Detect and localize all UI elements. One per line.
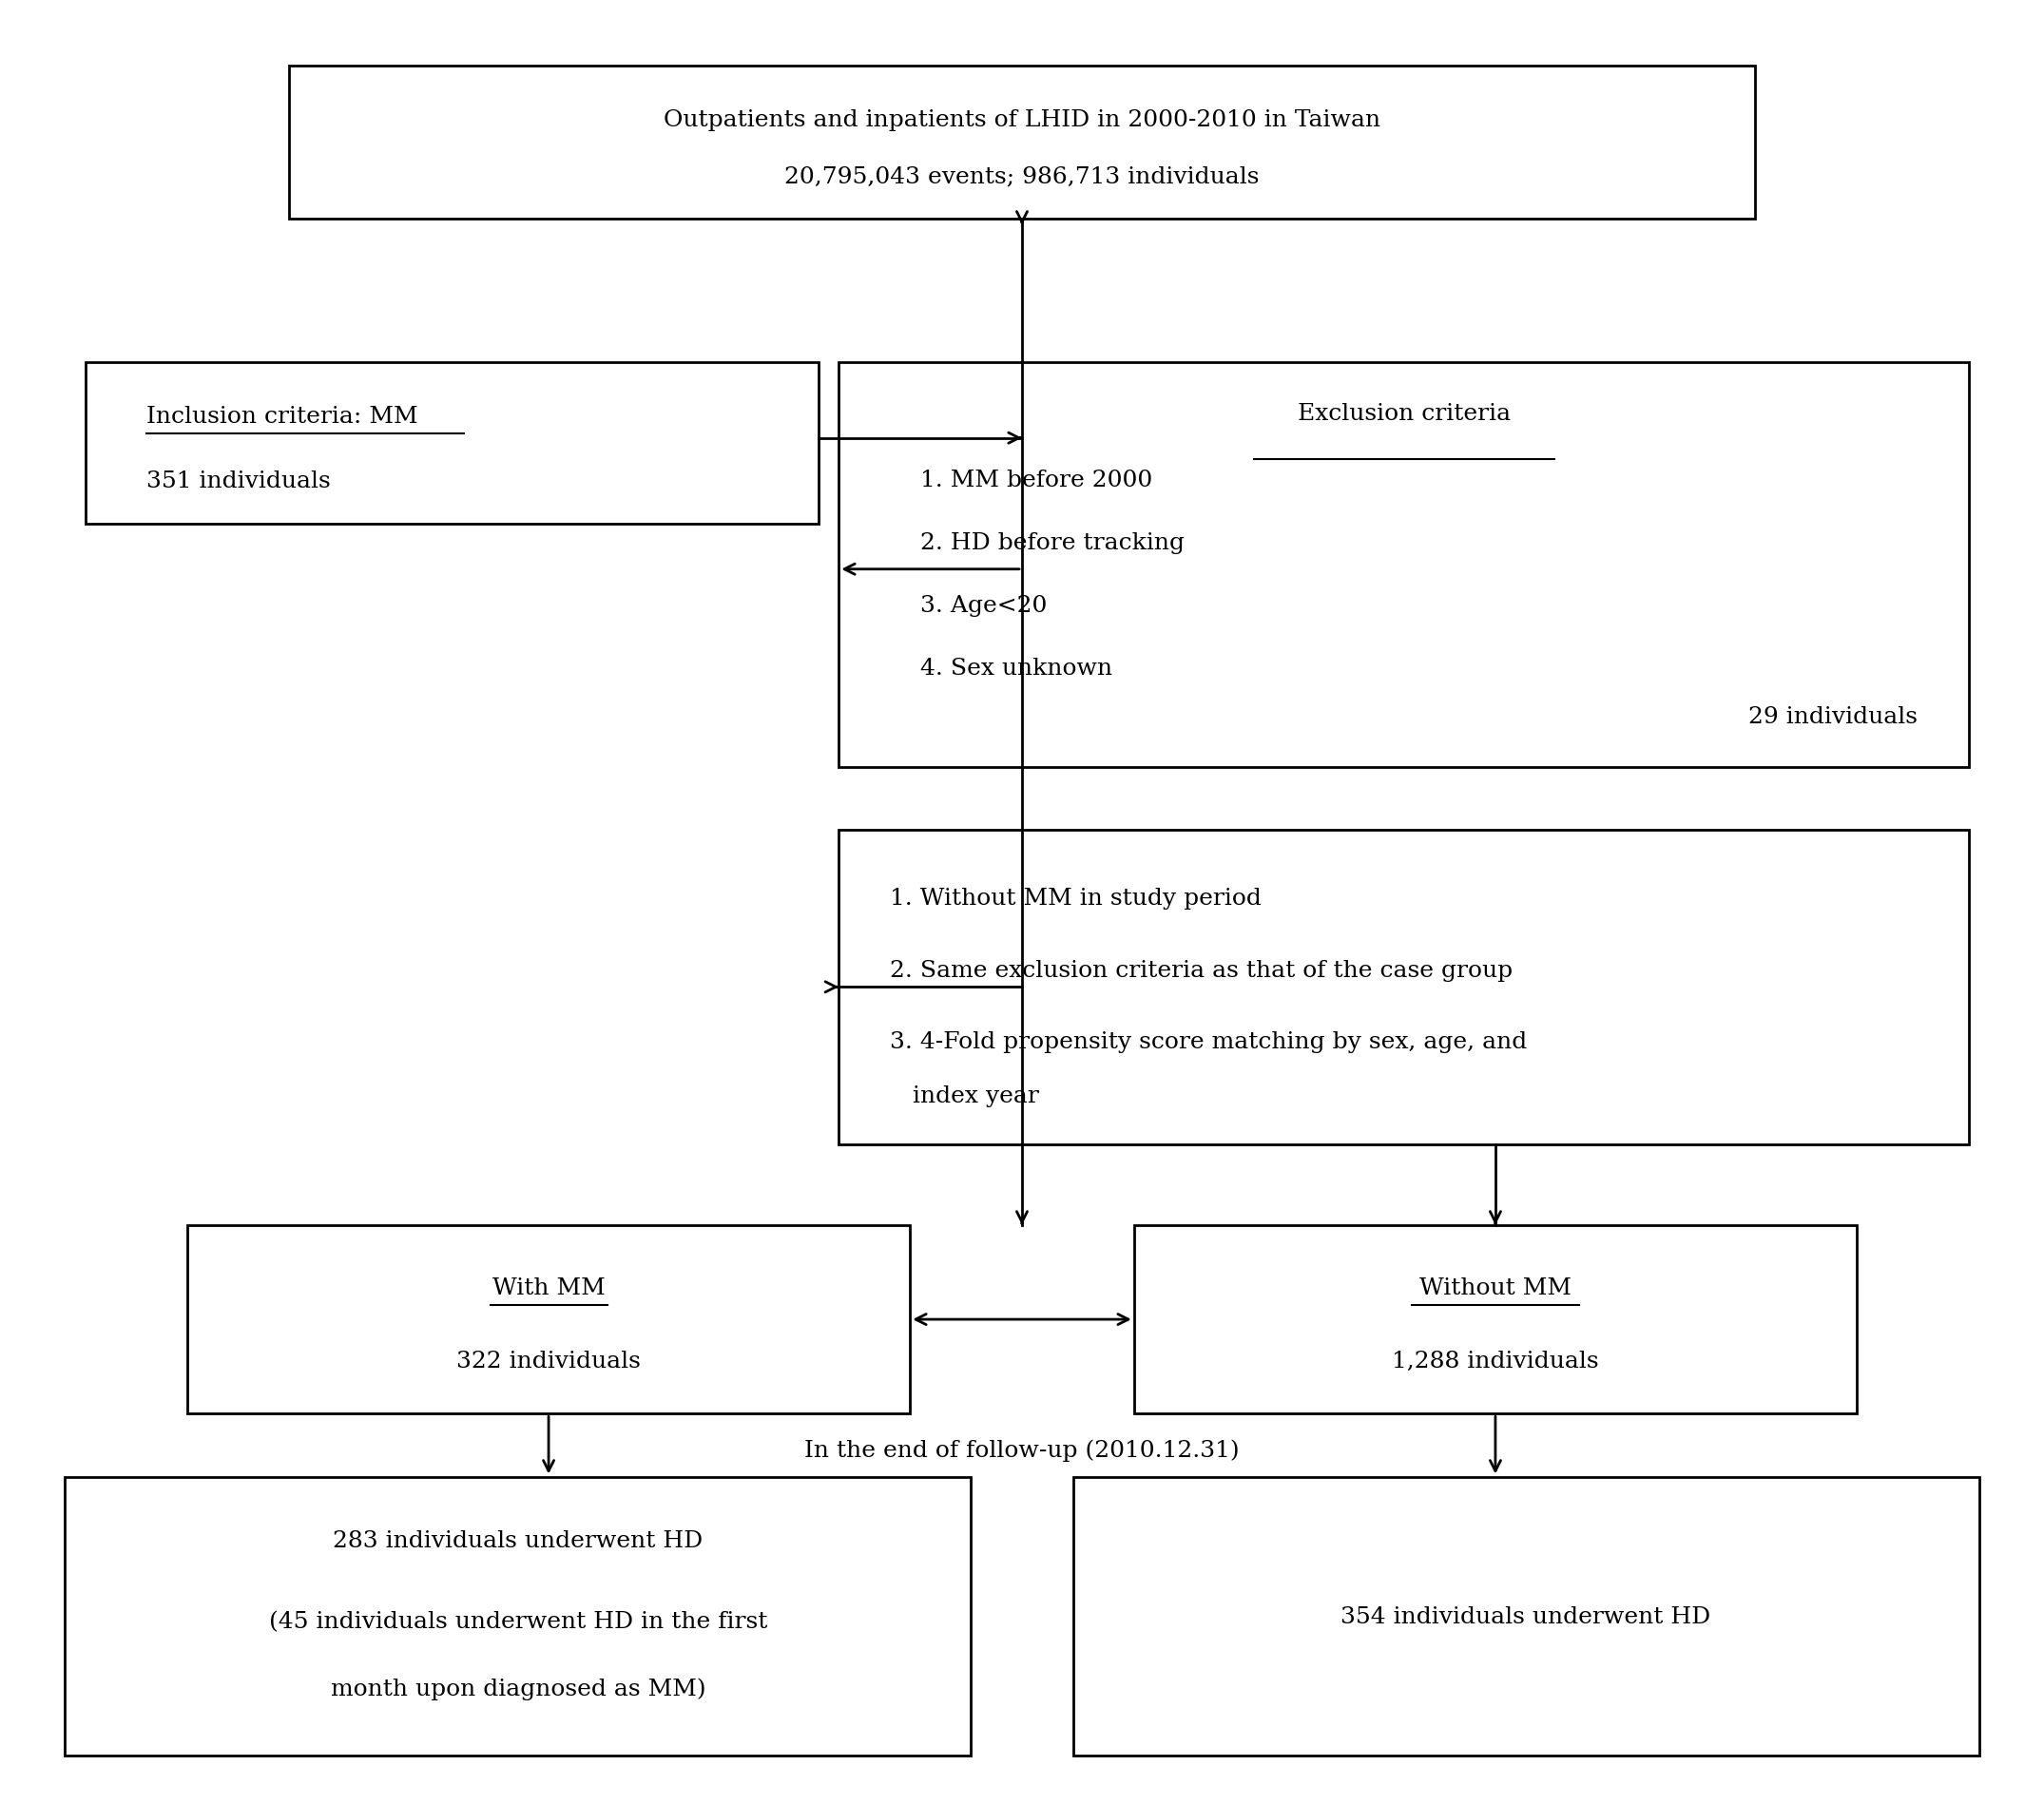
Text: Outpatients and inpatients of LHID in 2000-2010 in Taiwan: Outpatients and inpatients of LHID in 20…	[664, 110, 1380, 132]
Text: 354 individuals underwent HD: 354 individuals underwent HD	[1341, 1606, 1711, 1627]
Text: 29 individuals: 29 individuals	[1750, 705, 1917, 727]
FancyBboxPatch shape	[65, 1477, 971, 1755]
Text: month upon diagnosed as MM): month upon diagnosed as MM)	[331, 1678, 705, 1699]
Text: 351 individuals: 351 individuals	[147, 471, 331, 492]
Text: 283 individuals underwent HD: 283 individuals underwent HD	[333, 1530, 703, 1551]
FancyBboxPatch shape	[86, 363, 818, 525]
Text: 4. Sex unknown: 4. Sex unknown	[920, 658, 1112, 680]
Text: 322 individuals: 322 individuals	[456, 1349, 640, 1373]
Text: 1. MM before 2000: 1. MM before 2000	[920, 469, 1153, 491]
FancyBboxPatch shape	[1073, 1477, 1979, 1755]
FancyBboxPatch shape	[1134, 1225, 1856, 1414]
Text: index year: index year	[889, 1084, 1038, 1108]
Text: Without MM: Without MM	[1419, 1277, 1572, 1299]
FancyBboxPatch shape	[838, 830, 1968, 1144]
Text: Inclusion criteria: MM: Inclusion criteria: MM	[147, 406, 419, 428]
FancyBboxPatch shape	[288, 67, 1756, 220]
FancyBboxPatch shape	[838, 363, 1968, 767]
Text: 3. Age<20: 3. Age<20	[920, 595, 1047, 617]
Text: 1. Without MM in study period: 1. Without MM in study period	[889, 888, 1261, 909]
Text: 2. Same exclusion criteria as that of the case group: 2. Same exclusion criteria as that of th…	[889, 960, 1513, 981]
Text: Exclusion criteria: Exclusion criteria	[1298, 402, 1511, 424]
Text: With MM: With MM	[493, 1277, 605, 1299]
Text: 2. HD before tracking: 2. HD before tracking	[920, 532, 1183, 554]
Text: (45 individuals underwent HD in the first: (45 individuals underwent HD in the firs…	[270, 1611, 766, 1633]
Text: 20,795,043 events; 986,713 individuals: 20,795,043 events; 986,713 individuals	[785, 166, 1259, 188]
FancyBboxPatch shape	[188, 1225, 910, 1414]
Text: In the end of follow-up (2010.12.31): In the end of follow-up (2010.12.31)	[805, 1438, 1239, 1461]
Text: 3. 4-Fold propensity score matching by sex, age, and: 3. 4-Fold propensity score matching by s…	[889, 1032, 1527, 1054]
Text: 1,288 individuals: 1,288 individuals	[1392, 1349, 1598, 1373]
